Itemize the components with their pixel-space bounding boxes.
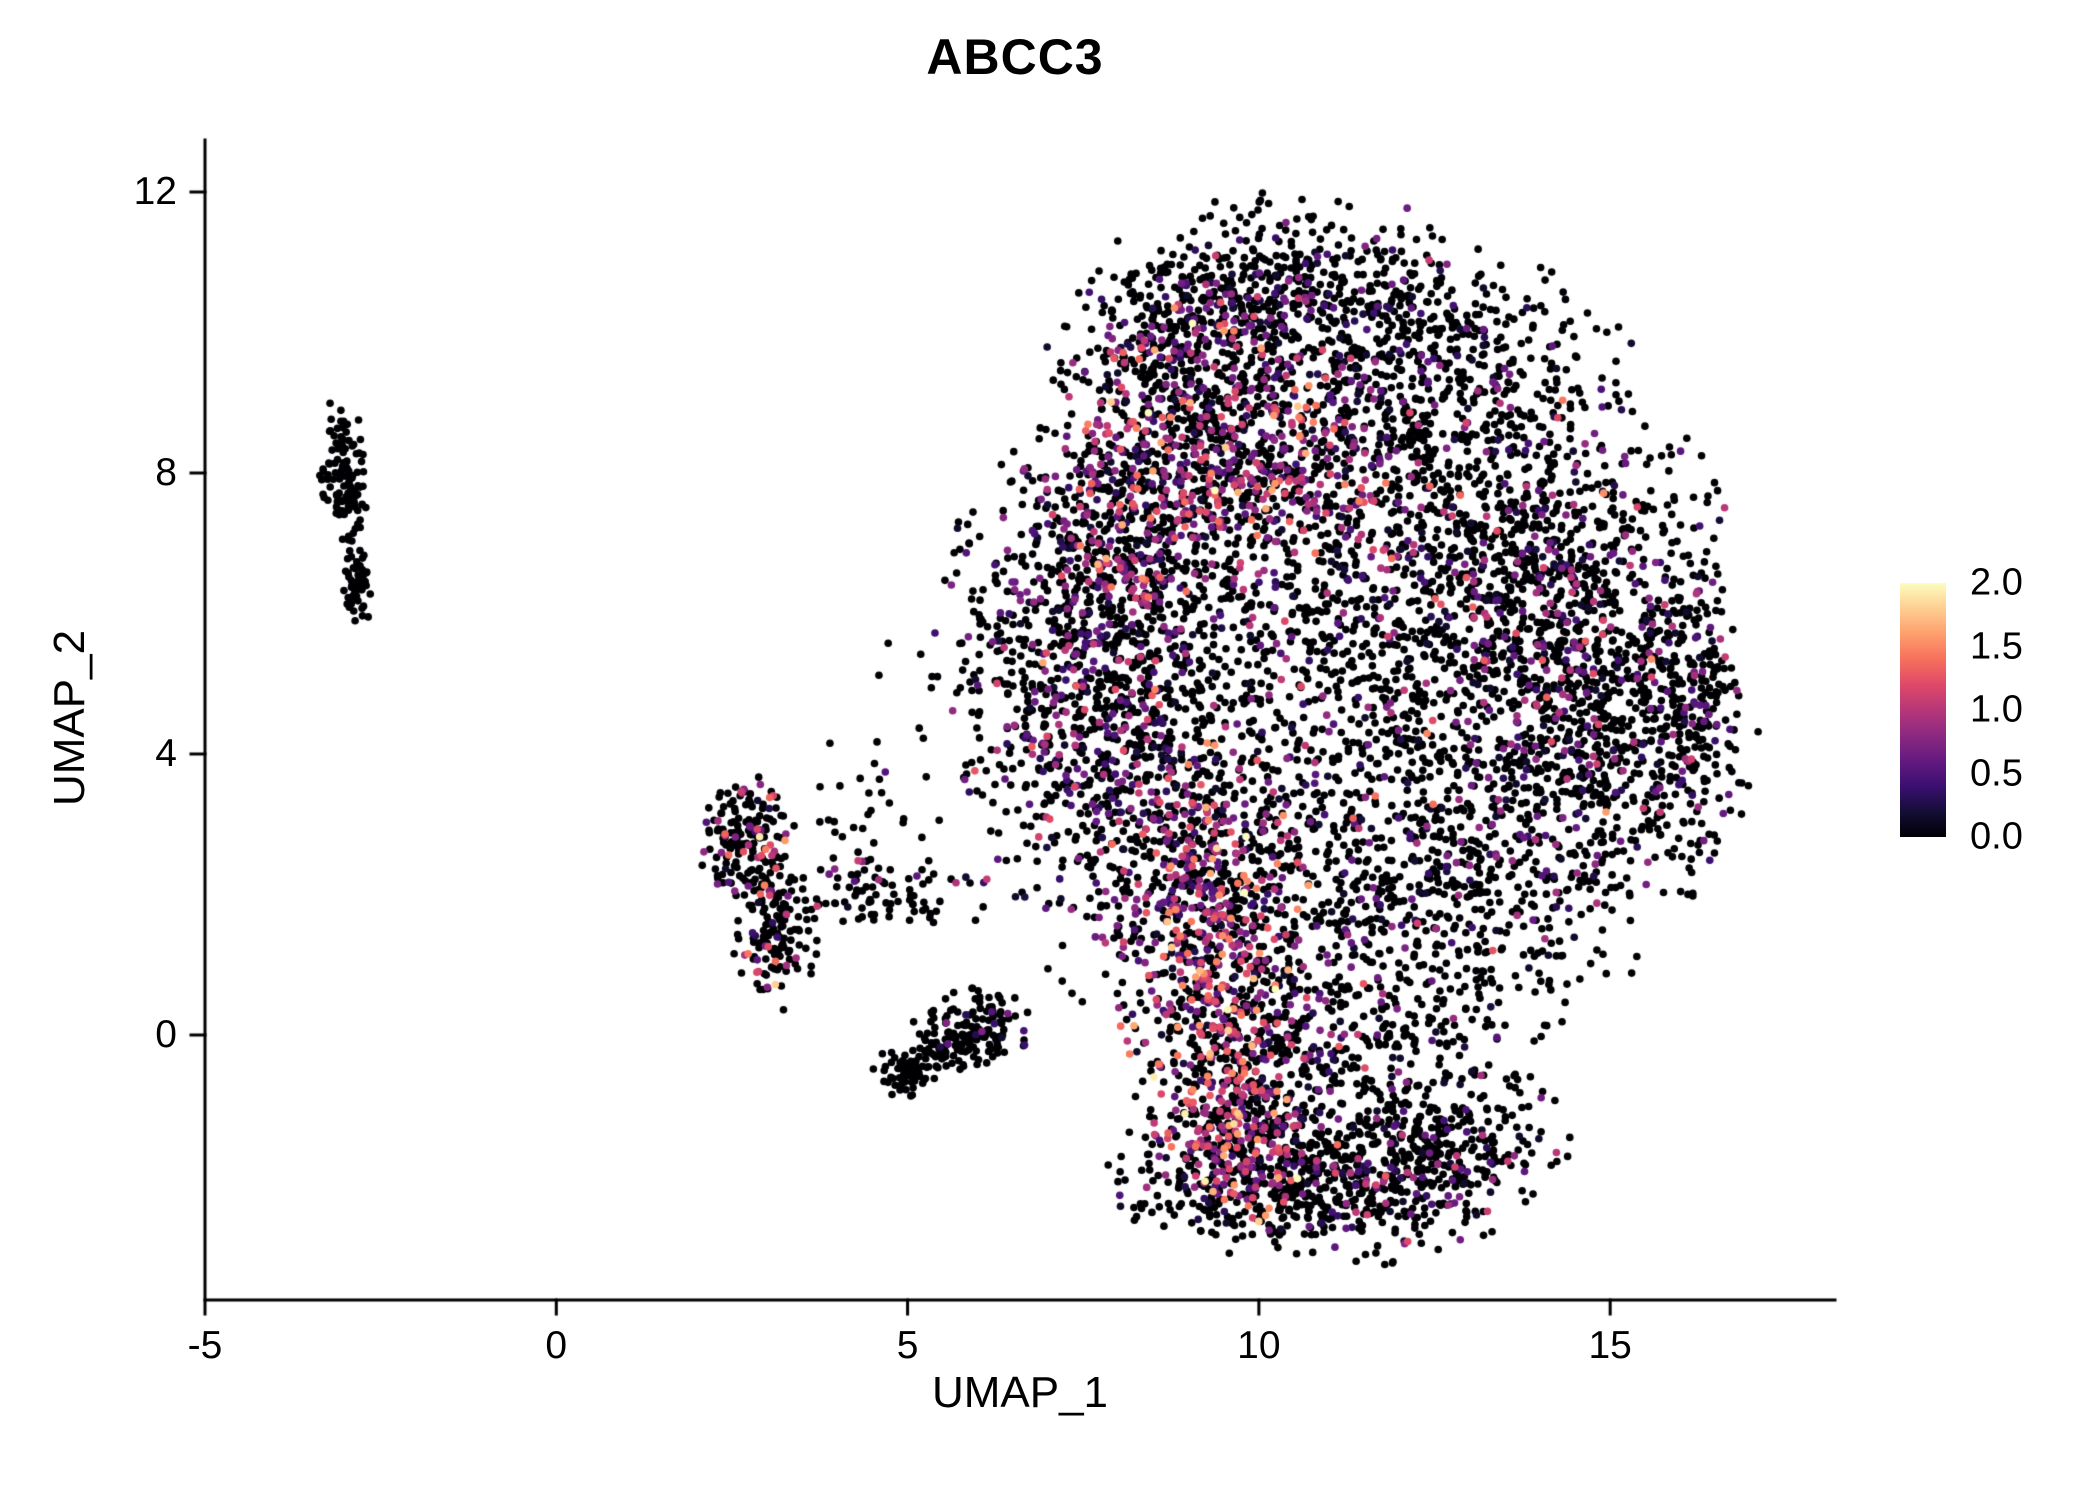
y-tick-label: 12 [133, 169, 177, 213]
x-tick-label: 0 [545, 1324, 568, 1367]
y-tick-label: 0 [155, 1013, 177, 1057]
colorbar-tick-label: 0.0 [1970, 815, 2023, 858]
colorbar-tick-label: 1.0 [1970, 688, 2023, 731]
colorbar-tick-label: 1.5 [1970, 625, 2023, 667]
colorbar-gradient [1900, 583, 1946, 837]
x-tick-label: 15 [1588, 1324, 1632, 1367]
x-axis-label: UMAP_1 [931, 1368, 1109, 1417]
plot-title: ABCC3 [926, 29, 1104, 85]
y-axis-label: UMAP_2 [45, 629, 94, 807]
y-tick-label: 4 [155, 732, 177, 776]
y-tick-label: 8 [155, 451, 177, 495]
x-tick-label: -5 [187, 1324, 223, 1367]
x-tick-label: 5 [896, 1324, 919, 1367]
colorbar-tick-label: 0.5 [1970, 752, 2023, 794]
colorbar-tick-label: 2.0 [1970, 561, 2023, 604]
x-tick-label: 10 [1237, 1324, 1281, 1367]
